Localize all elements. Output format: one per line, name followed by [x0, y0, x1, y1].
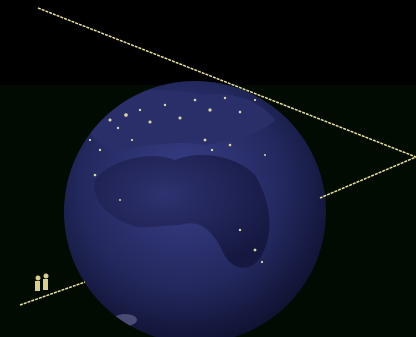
europe: [85, 90, 275, 150]
continents: [85, 90, 275, 326]
city-lights: [88, 96, 266, 264]
africa: [94, 155, 270, 268]
orbit-line-end: [19, 281, 86, 306]
figures: [35, 273, 49, 291]
